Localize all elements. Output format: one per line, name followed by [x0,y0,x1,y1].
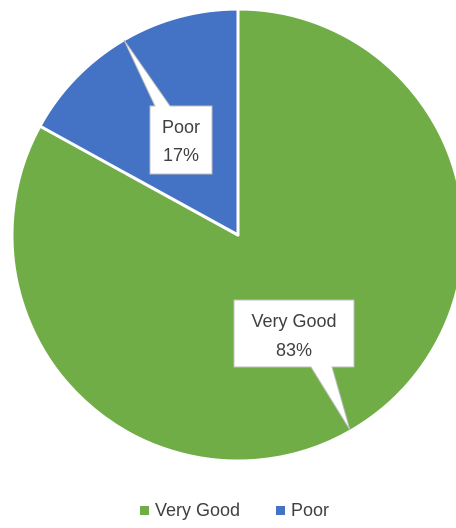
legend-label-poor: Poor [291,500,329,520]
legend-swatch-poor [276,506,285,515]
legend: Very Good Poor [140,500,329,520]
callout-poor-percent: 17% [163,145,199,165]
pie-slices [10,7,456,463]
callout-very-good-box [233,299,355,431]
callout-poor: Poor 17% [123,39,213,175]
callout-poor-box [123,39,213,175]
legend-label-very-good: Very Good [155,500,240,520]
callout-poor-name: Poor [162,117,200,137]
callout-very-good: Very Good 83% [233,299,355,431]
legend-swatch-very-good [140,506,149,515]
pie-slice-poor [38,7,240,237]
callout-very-good-name: Very Good [251,311,336,331]
callout-very-good-percent: 83% [276,340,312,360]
